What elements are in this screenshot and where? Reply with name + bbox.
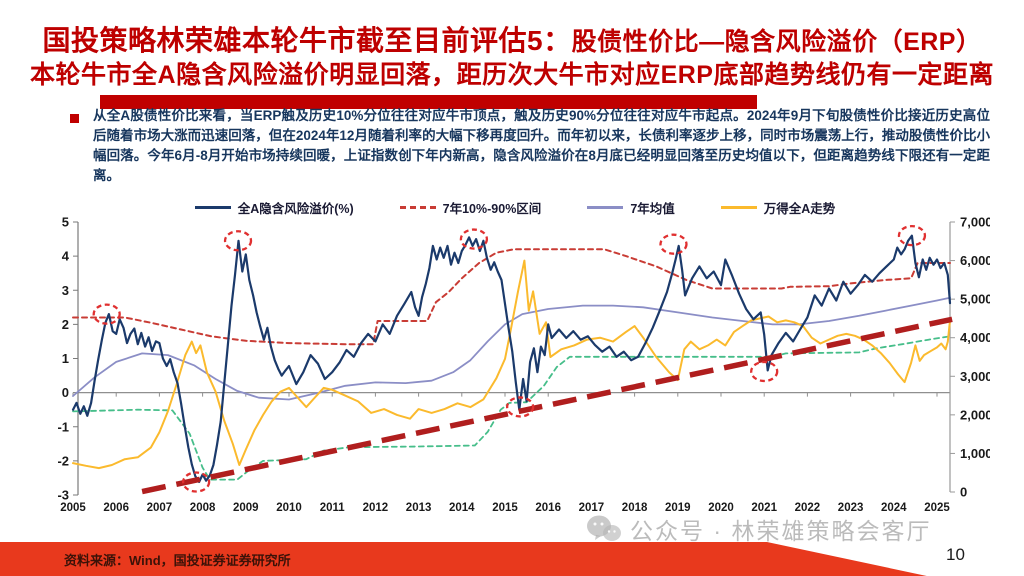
- y-left-tick-label: 0: [62, 385, 69, 400]
- legend-line-sample: [399, 205, 436, 209]
- footer-band: 资料来源：Wind，国投证券证券研究所: [0, 542, 927, 576]
- series-7年10%分位下沿: [72, 335, 951, 481]
- legend-item: 万得全A走势: [720, 198, 836, 217]
- x-tick-label: 2007: [147, 502, 173, 514]
- y-left-tick-label: -2: [57, 453, 69, 468]
- x-tick-label: 2011: [320, 502, 346, 514]
- y-left-tick-label: -3: [57, 488, 69, 503]
- y-left-tick-label: 4: [62, 249, 70, 264]
- title-subtitle: 股债性价比—隐含风险溢价（ERP）: [571, 28, 982, 56]
- x-tick-label: 2012: [363, 502, 389, 514]
- x-tick-label: 2008: [190, 502, 216, 514]
- page-number: 10: [946, 545, 965, 564]
- y-left-tick-label: 3: [62, 283, 69, 298]
- y-right-tick-label: 6,000: [960, 253, 990, 268]
- title-divider-bar: [100, 95, 757, 109]
- x-tick-label: 2015: [492, 502, 518, 514]
- annotation-circle: [750, 360, 779, 383]
- series-7年90%分位上沿: [72, 248, 951, 346]
- x-tick-label: 2020: [708, 502, 734, 514]
- x-tick-label: 2005: [60, 502, 86, 514]
- y-left-tick-label: 1: [62, 351, 69, 366]
- page-title-line2: 本轮牛市全A隐含风险溢价明显回落，距历次大牛市对应ERP底部趋势线仍有一定距离: [30, 61, 994, 89]
- summary-paragraph: 从全A股债性价比来看，当ERP触及历史10%分位往往对应牛市顶点，触及历史90%…: [93, 108, 990, 183]
- annotation-circle: [181, 471, 211, 493]
- annotation-circle: [92, 303, 121, 325]
- x-tick-label: 2021: [751, 502, 777, 514]
- legend-line-sample: [194, 205, 231, 209]
- legend-label: 7年10%-90%区间: [442, 201, 542, 216]
- source-note: 资料来源：Wind，国投证券证券研究所: [64, 553, 291, 568]
- y-right-tick-label: 5,000: [960, 292, 990, 307]
- y-left-tick-label: -1: [57, 419, 69, 434]
- annotation-circle: [459, 228, 489, 250]
- x-tick-label: 2023: [838, 502, 864, 514]
- annotation-circle: [505, 396, 535, 418]
- y-right-tick-label: 3,000: [960, 369, 990, 384]
- annotation-circle: [659, 233, 688, 255]
- y-left-tick-label: 5: [62, 215, 69, 230]
- chart-legend: 全A隐含风险溢价(%) 7年10%-90%区间 7年均值 万得全A走势: [40, 198, 990, 217]
- y-right-tick-label: 0: [960, 485, 967, 500]
- erp-bottom-trend-line: [141, 316, 953, 495]
- x-tick-label: 2014: [449, 502, 475, 514]
- title-main: 国投策略林荣雄本轮牛市截至目前评估5：: [42, 25, 572, 56]
- x-tick-label: 2024: [881, 502, 907, 514]
- series-万得全A走势: [72, 259, 951, 470]
- page-title-line1: 国投策略林荣雄本轮牛市截至目前评估5：股债性价比—隐含风险溢价（ERP）: [0, 19, 1024, 59]
- x-tick-label: 2019: [665, 502, 691, 514]
- x-tick-label: 2016: [535, 502, 561, 514]
- annotation-circle: [897, 224, 927, 247]
- x-tick-label: 2022: [795, 502, 821, 514]
- annotation-circle: [223, 230, 253, 252]
- legend-item: 7年10%-90%区间: [399, 198, 542, 217]
- legend-label: 全A隐含风险溢价(%): [237, 201, 354, 216]
- y-right-tick-label: 7,000: [960, 215, 990, 230]
- y-right-tick-label: 4,000: [960, 330, 990, 345]
- x-tick-label: 2018: [622, 502, 648, 514]
- legend-item: 7年均值: [587, 198, 675, 217]
- x-tick-label: 2017: [579, 502, 605, 514]
- x-tick-label: 2025: [924, 502, 950, 514]
- legend-line-sample: [720, 205, 757, 209]
- chart-plot-area: 5 4 3 2 1 0 -1 -2 -3 7,000 6,000 5,000 4,000 3,000 2,0…: [57, 215, 990, 515]
- x-tick-label: 2013: [406, 502, 432, 514]
- series-全A隐含风险溢价(%): [71, 234, 952, 484]
- legend-label: 7年均值: [630, 201, 675, 216]
- legend-label: 万得全A走势: [763, 201, 836, 216]
- bullet-square-icon: [70, 114, 79, 123]
- x-tick-label: 2009: [233, 502, 259, 514]
- x-tick-label: 2010: [276, 502, 302, 514]
- legend-line-sample: [587, 205, 624, 209]
- legend-item: 全A隐含风险溢价(%): [194, 198, 354, 217]
- y-right-tick-label: 1,000: [960, 446, 990, 461]
- y-left-tick-label: 2: [62, 317, 69, 332]
- erp-chart: 全A隐含风险溢价(%) 7年10%-90%区间 7年均值 万得全A走势 5 4 3 2 1 0 -…: [40, 199, 990, 525]
- x-tick-label: 2006: [103, 502, 129, 514]
- y-right-tick-label: 2,000: [960, 407, 990, 422]
